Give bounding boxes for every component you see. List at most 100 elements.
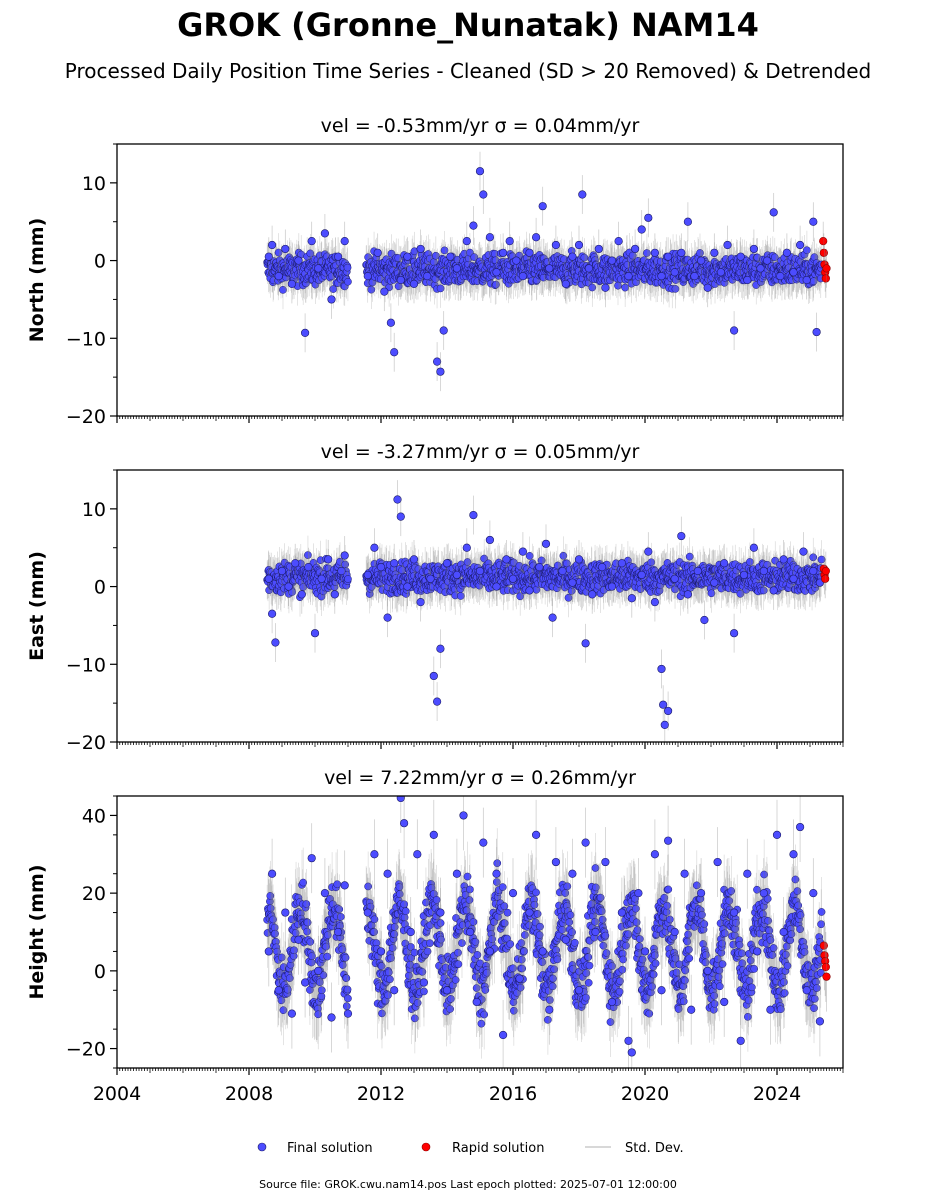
figure-subtitle: Processed Daily Position Time Series - C…	[65, 59, 871, 83]
daily-point	[671, 285, 680, 293]
daily-point	[436, 284, 445, 293]
daily-point	[803, 246, 811, 255]
final-solution-point	[578, 190, 587, 199]
final-solution-point	[479, 190, 488, 199]
final-solution-point	[439, 326, 448, 335]
daily-point	[431, 251, 440, 260]
final-solution-point	[281, 244, 290, 254]
final-solution-point	[373, 248, 382, 257]
final-solution-point	[363, 272, 372, 281]
final-solution-point	[607, 256, 617, 265]
daily-point	[770, 253, 779, 262]
final-solution-point	[492, 268, 501, 277]
final-solution-point	[469, 221, 478, 230]
final-solution-point	[561, 279, 570, 288]
daily-point	[696, 249, 704, 257]
final-solution-point	[499, 248, 508, 257]
final-solution-point	[320, 229, 330, 238]
final-solution-point	[390, 348, 399, 357]
final-solution-point	[294, 256, 303, 265]
rapid-solution-point	[821, 274, 830, 283]
daily-point	[304, 551, 312, 559]
final-solution-point	[703, 283, 712, 292]
final-solution-point	[327, 295, 336, 304]
final-solution-point	[762, 256, 772, 265]
panel-title: vel = -3.27mm/yr σ = 0.05mm/yr	[321, 441, 640, 463]
plot-area	[263, 480, 830, 742]
final-solution-point	[409, 279, 419, 288]
final-solution-point	[736, 252, 745, 261]
final-solution-point	[416, 244, 425, 254]
plot-area	[263, 151, 831, 392]
daily-point	[470, 253, 479, 261]
final-solution-point	[505, 237, 514, 246]
final-solution-point	[307, 237, 316, 246]
daily-point	[588, 283, 597, 292]
figure-title: GROK (Gronne_Nunatak) NAM14	[177, 6, 759, 44]
final-solution-point	[475, 167, 485, 176]
final-solution-point	[677, 248, 686, 257]
final-solution-point	[657, 272, 666, 281]
daily-point	[279, 286, 287, 294]
final-solution-point	[683, 217, 693, 226]
final-solution-point	[776, 272, 785, 281]
panel-north: vel = -0.53mm/yr σ = 0.04mm/yr North (mm)…	[26, 115, 844, 428]
rapid-solution-point	[819, 248, 828, 257]
final-solution-point	[485, 233, 495, 242]
final-solution-point	[650, 248, 660, 257]
final-solution-point	[663, 252, 673, 261]
y-axis-label: East (mm)	[26, 551, 48, 661]
daily-point	[344, 277, 352, 286]
final-solution-point	[436, 367, 445, 376]
final-solution-point	[314, 264, 323, 273]
final-solution-point	[462, 237, 471, 246]
final-solution-point	[452, 264, 462, 273]
final-solution-point	[644, 213, 653, 222]
daily-point	[643, 249, 651, 257]
final-solution-point	[809, 217, 818, 226]
final-solution-point	[795, 240, 805, 250]
y-tick-label: 10	[82, 173, 106, 195]
final-solution-point	[670, 268, 679, 277]
final-solution-point	[568, 252, 577, 261]
final-solution-point	[446, 252, 455, 261]
final-solution-point	[614, 237, 623, 246]
daily-point	[621, 283, 629, 292]
final-solution-point	[403, 252, 412, 261]
daily-point	[344, 575, 352, 583]
final-solution-point	[729, 326, 739, 335]
final-solution-point	[264, 252, 273, 261]
final-solution-point	[287, 279, 297, 288]
final-solution-point	[423, 272, 432, 281]
final-solution-point	[380, 287, 389, 296]
final-solution-point	[743, 275, 752, 285]
daily-point	[343, 263, 352, 272]
final-solution-point	[782, 248, 792, 257]
final-solution-point	[756, 264, 765, 273]
final-solution-point	[723, 240, 732, 250]
final-solution-point	[386, 318, 396, 327]
daily-point	[440, 246, 449, 255]
final-solution-point	[301, 328, 310, 337]
final-solution-point	[812, 327, 821, 337]
final-solution-point	[802, 275, 811, 285]
daily-point	[329, 285, 338, 293]
final-solution-point	[334, 252, 343, 261]
daily-point	[614, 281, 622, 290]
final-solution-point	[512, 256, 521, 265]
final-solution-point	[624, 272, 633, 281]
final-solution-point	[551, 240, 561, 250]
final-solution-point	[696, 256, 706, 265]
final-solution-point	[340, 237, 349, 246]
final-solution-point	[538, 202, 547, 211]
final-solution-point	[268, 240, 277, 250]
final-solution-point	[525, 248, 534, 257]
final-solution-point	[545, 264, 554, 273]
daily-point-cloud	[263, 230, 826, 310]
final-solution-point	[716, 268, 726, 277]
final-solution-point	[789, 268, 798, 277]
final-solution-point	[274, 272, 283, 281]
final-solution-point	[531, 233, 541, 242]
final-solution-point	[433, 357, 442, 366]
